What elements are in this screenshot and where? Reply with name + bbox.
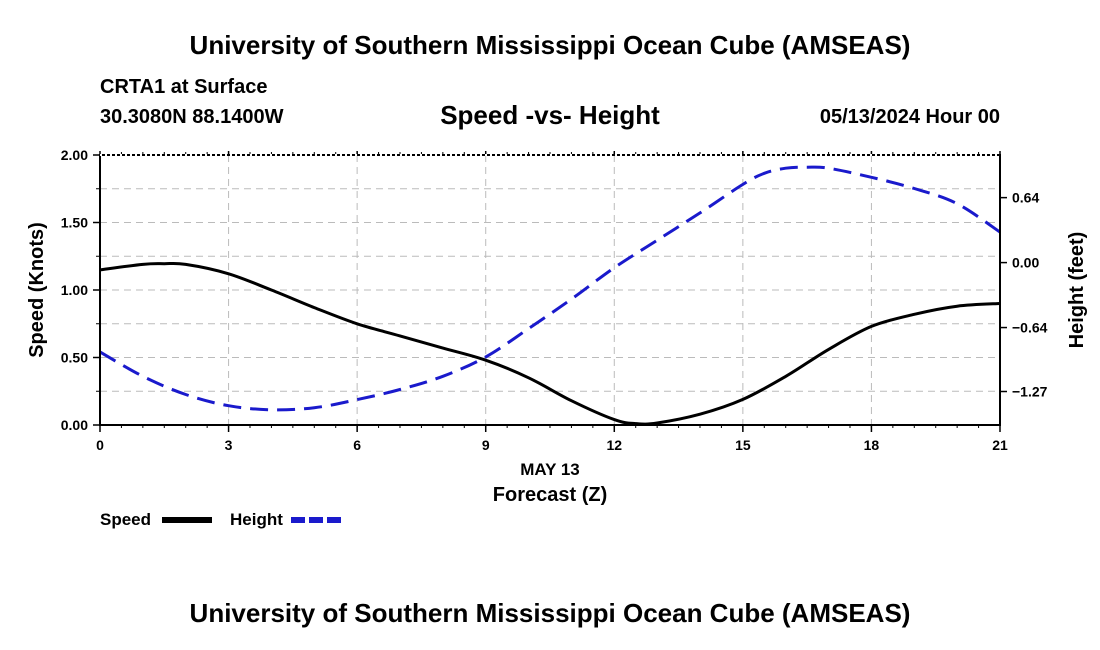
x-tick-label: 3: [225, 437, 233, 453]
y-tick-label: 1.50: [61, 215, 88, 231]
page-title: University of Southern Mississippi Ocean…: [189, 30, 911, 60]
y2-axis-label: Height (feet): [1066, 232, 1088, 349]
y2-tick-label: 0.00: [1012, 255, 1039, 271]
x-tick-label: 9: [482, 437, 490, 453]
x-tick-label: 6: [353, 437, 361, 453]
y-tick-label: 1.00: [61, 282, 88, 298]
axis-label-layer: MAY 13 Forecast (Z) Speed (Knots) Height (f…: [26, 222, 1088, 506]
coordinates-label: 30.3080N 88.1400W: [100, 106, 284, 128]
series-line-speed: [99, 261, 1001, 426]
chart-title: Speed -vs- Height: [440, 100, 660, 130]
y-tick-label: 0.00: [61, 417, 88, 433]
x-axis-sublabel: MAY 13: [520, 460, 580, 479]
datetime-label: 05/13/2024 Hour 00: [819, 106, 1000, 128]
grid: [100, 155, 1000, 425]
x-axis-label: Forecast (Z): [493, 484, 607, 506]
x-tick-label: 15: [735, 437, 751, 453]
y-axis-label: Speed (Knots): [26, 222, 48, 358]
y-tick-label: 2.00: [61, 147, 88, 163]
y2-tick-label: 0.64: [1012, 190, 1039, 206]
station-label: CRTA1 at Surface: [100, 76, 268, 98]
y-tick-label: 0.50: [61, 350, 88, 366]
legend-label-speed: Speed: [100, 510, 152, 529]
y2-tick-label: −0.64: [1012, 320, 1048, 336]
x-tick-label: 0: [96, 437, 104, 453]
y2-tick-label: −1.27: [1012, 384, 1048, 400]
legend-label-height: Height: [230, 510, 283, 529]
series-layer: [99, 165, 1001, 426]
x-tick-label: 21: [992, 437, 1008, 453]
tick-layer: 0 3 6 9 12 15 18 21 0.00 0.50 1.00 1.50 2.00 −1.27 −0.…: [61, 147, 1048, 453]
footer-title: University of Southern Mississippi Ocean…: [189, 598, 911, 628]
x-tick-label: 18: [864, 437, 880, 453]
x-tick-label: 12: [606, 437, 622, 453]
series-line-height: [99, 165, 1001, 412]
